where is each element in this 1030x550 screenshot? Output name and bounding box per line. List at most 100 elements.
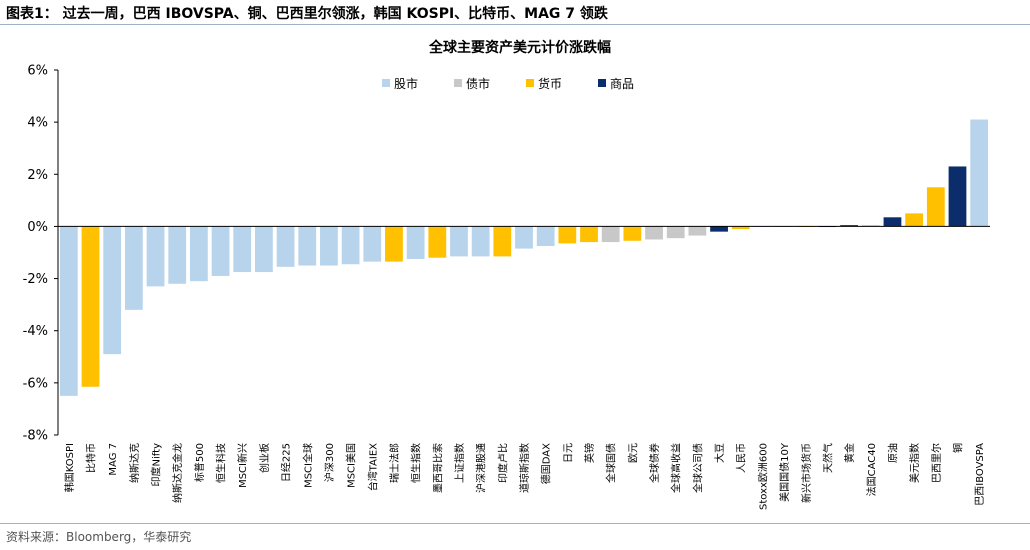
x-tick-label: 天然气 bbox=[821, 443, 834, 473]
bar-16 bbox=[406, 226, 425, 260]
x-tick-label: 全球国债 bbox=[605, 443, 618, 483]
chart-title: 全球主要资产美元计价涨跌幅 bbox=[428, 39, 611, 56]
bar-28 bbox=[666, 226, 685, 239]
bar-1 bbox=[81, 226, 100, 387]
y-axis: -8% -6% -4% -2% 0% 2% 4% 6% bbox=[23, 64, 59, 444]
x-tick-label: 全球公司债 bbox=[691, 443, 704, 493]
x-tick-label: 比特币 bbox=[86, 443, 98, 473]
y-tick-label: -2% bbox=[23, 272, 48, 287]
x-tick-label: 巴西里尔 bbox=[930, 443, 943, 483]
x-tick-label: 韩国KOSPI bbox=[63, 443, 76, 492]
x-tick-label: 上证指数 bbox=[453, 443, 466, 483]
legend-label-bond: 债市 bbox=[466, 76, 490, 91]
x-tick-label: 黄金 bbox=[843, 443, 856, 463]
legend-label-commodity: 商品 bbox=[610, 76, 634, 91]
source-note: 资料来源：Bloomberg，华泰研究 bbox=[6, 530, 192, 544]
legend-swatch-bond bbox=[454, 79, 462, 87]
x-tick-label: 美元指数 bbox=[908, 443, 921, 483]
y-tick-label: -6% bbox=[23, 376, 48, 391]
bar-22 bbox=[536, 226, 555, 246]
x-tick-label: MSCI新兴 bbox=[236, 443, 249, 488]
x-tick-label: 欧元 bbox=[627, 443, 639, 463]
bar-40 bbox=[926, 187, 945, 227]
bar-10 bbox=[276, 226, 295, 267]
x-tick-label: 恒生科技 bbox=[215, 443, 228, 483]
x-tick-label: 台湾TAIEX bbox=[366, 443, 379, 491]
y-tick-label: -8% bbox=[23, 429, 48, 444]
bottom-rule bbox=[0, 523, 1030, 524]
x-tick-label: 道琼斯指数 bbox=[518, 443, 531, 493]
bar-11 bbox=[298, 226, 317, 266]
x-tick-label: 标普500 bbox=[193, 443, 206, 482]
x-tick-label: 沪深300 bbox=[323, 443, 336, 482]
bar-7 bbox=[211, 226, 230, 276]
x-tick-label: 印度Nifty bbox=[150, 443, 163, 487]
x-tick-label: MAG 7 bbox=[108, 443, 119, 476]
x-tick-label: 印度卢比 bbox=[496, 443, 509, 483]
x-tick-label: 全球高收益 bbox=[670, 443, 683, 493]
bar-3 bbox=[124, 226, 143, 310]
legend-label-equity: 股市 bbox=[394, 76, 418, 91]
x-tick-label: 日元 bbox=[563, 443, 574, 463]
bar-13 bbox=[341, 226, 360, 265]
bar-42 bbox=[970, 119, 989, 227]
x-tick-label: 人民币 bbox=[736, 443, 748, 473]
x-tick-label: 英镑 bbox=[583, 443, 596, 463]
x-tick-label: 创业板 bbox=[258, 443, 271, 473]
bar-4 bbox=[146, 226, 165, 287]
x-tick-label: 日经225 bbox=[280, 443, 293, 482]
x-tick-label: 铜 bbox=[952, 443, 964, 453]
bar-chart: 全球主要资产美元计价涨跌幅 股市 债市 货币 商品 -8% -6% -4% -2% 0% 2% 4… bbox=[23, 39, 990, 510]
bar-6 bbox=[189, 226, 208, 282]
x-tick-label: 德国DAX bbox=[540, 443, 553, 484]
legend: 股市 债市 货币 商品 bbox=[382, 76, 634, 91]
legend-swatch-commodity bbox=[598, 79, 606, 87]
x-tick-label: MSCI美国 bbox=[345, 443, 358, 488]
bar-27 bbox=[645, 226, 663, 240]
bar-12 bbox=[320, 226, 338, 266]
bar-26 bbox=[623, 226, 642, 241]
bar-14 bbox=[363, 226, 382, 262]
figure-title: 图表1： 过去一周，巴西 IBOVSPA、铜、巴西里尔领涨，韩国 KOSPI、比… bbox=[6, 6, 608, 22]
legend-label-currency: 货币 bbox=[538, 76, 562, 91]
bar-2 bbox=[103, 226, 122, 355]
bar-29 bbox=[688, 226, 707, 236]
bar-39 bbox=[905, 213, 924, 227]
x-tick-label: 瑞士法郎 bbox=[388, 443, 401, 483]
bar-20 bbox=[493, 226, 512, 257]
bar-38 bbox=[883, 217, 902, 227]
bar-23 bbox=[558, 226, 577, 244]
x-tick-label: 全球债券 bbox=[648, 443, 661, 483]
y-tick-label: 4% bbox=[27, 116, 48, 131]
y-tick-label: 0% bbox=[27, 220, 48, 235]
x-tick-label: 法国CAC40 bbox=[865, 443, 878, 496]
x-axis-labels: 韩国KOSPI 比特币 MAG 7 纳斯达克 印度Nifty 纳斯达克金龙 标普500 恒生科… bbox=[63, 442, 986, 510]
bar-24 bbox=[580, 226, 598, 243]
bar-30 bbox=[710, 226, 728, 232]
x-tick-label: 墨西哥比索 bbox=[431, 443, 444, 493]
bar-5 bbox=[168, 226, 187, 284]
legend-swatch-equity bbox=[382, 79, 390, 87]
bar-9 bbox=[255, 226, 273, 273]
x-tick-label: 新兴市场货币 bbox=[800, 443, 813, 503]
x-tick-label: 沪深港股通 bbox=[475, 443, 488, 493]
bar-18 bbox=[450, 226, 468, 257]
bar-15 bbox=[385, 226, 403, 262]
bar-37 bbox=[861, 225, 880, 227]
bar-19 bbox=[471, 226, 490, 257]
y-tick-label: 6% bbox=[27, 64, 48, 79]
bar-0 bbox=[59, 226, 78, 396]
bar-31 bbox=[731, 226, 750, 230]
x-tick-label: MSCI全球 bbox=[301, 443, 314, 488]
x-tick-label: 美国国债10Y bbox=[778, 442, 791, 502]
bar-8 bbox=[233, 226, 252, 273]
bar-21 bbox=[515, 226, 533, 249]
bars bbox=[59, 119, 989, 396]
y-tick-label: -4% bbox=[23, 324, 48, 339]
x-tick-label: 恒生指数 bbox=[410, 443, 423, 483]
x-tick-label: 纳斯达克金龙 bbox=[171, 443, 184, 503]
top-rule bbox=[0, 24, 1030, 25]
y-tick-label: 2% bbox=[27, 168, 48, 183]
x-tick-label: 巴西IBOVSPA bbox=[974, 443, 986, 506]
bar-41 bbox=[948, 166, 967, 227]
